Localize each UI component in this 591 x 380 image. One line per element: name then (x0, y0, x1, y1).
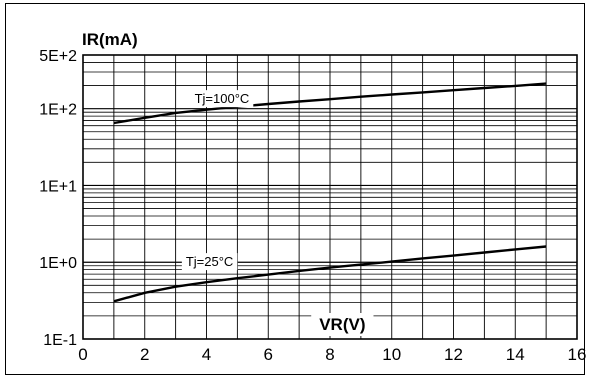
y-axis-label: IR(mA) (82, 30, 138, 49)
plot-border (82, 54, 578, 340)
x-tick-label: 4 (202, 345, 211, 364)
labels-group: 1E-1 1E+0 1E+1 1E+2 5E+2 0 2 4 6 8 10 12 14 16 IR(mA) T… (39, 30, 586, 364)
x-axis-label-bg (311, 313, 374, 336)
series-label-tj-100c-bg (190, 90, 254, 108)
x-tick-label: 16 (568, 345, 587, 364)
grid (83, 55, 577, 339)
series-label-tj-25c: Tj=25°C (186, 254, 233, 269)
x-axis-label: VR(V) (319, 315, 365, 334)
y-tick-label: 1E+0 (39, 255, 77, 272)
series-line-tj-25c (113, 245, 547, 303)
series-group (113, 82, 547, 303)
series-label-tj-25c-bg (181, 253, 238, 271)
x-tick-label: 6 (264, 345, 273, 364)
x-tick-label: 10 (382, 345, 401, 364)
x-tick-label: 2 (140, 345, 149, 364)
x-tick-label: 14 (506, 345, 525, 364)
y-tick-label: 1E-1 (43, 332, 77, 349)
x-tick-label: 0 (78, 345, 87, 364)
y-tick-label: 1E+1 (39, 178, 77, 195)
chart-frame (5, 3, 585, 375)
x-tick-label: 12 (444, 345, 463, 364)
x-tick-label: 8 (325, 345, 334, 364)
y-tick-label: 5E+2 (39, 48, 77, 65)
series-label-tj-100c: Tj=100°C (195, 91, 250, 106)
y-tick-label: 1E+2 (39, 102, 77, 119)
series-line-tj-100c (113, 82, 547, 125)
